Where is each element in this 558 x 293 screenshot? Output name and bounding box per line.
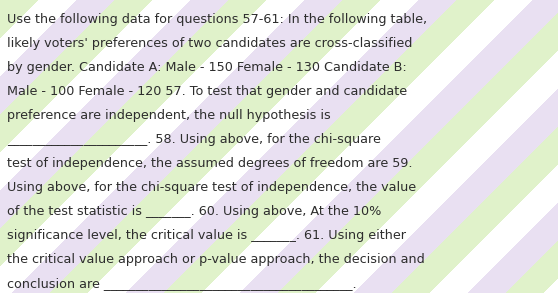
Text: Male - 100 Female - 120 57. To test that gender and candidate: Male - 100 Female - 120 57. To test that…: [7, 85, 407, 98]
Text: conclusion are _______________________________________.: conclusion are _________________________…: [7, 277, 357, 290]
Text: likely voters' preferences of two candidates are cross-classified: likely voters' preferences of two candid…: [7, 37, 412, 50]
Text: of the test statistic is _______. 60. Using above, At the 10%: of the test statistic is _______. 60. Us…: [7, 205, 382, 218]
Text: significance level, the critical value is _______. 61. Using either: significance level, the critical value i…: [7, 229, 406, 242]
Text: the critical value approach or p-value approach, the decision and: the critical value approach or p-value a…: [7, 253, 425, 266]
Text: ______________________. 58. Using above, for the chi-square: ______________________. 58. Using above,…: [7, 133, 381, 146]
Text: Using above, for the chi-square test of independence, the value: Using above, for the chi-square test of …: [7, 181, 416, 194]
Text: by gender. Candidate A: Male - 150 Female - 130 Candidate B:: by gender. Candidate A: Male - 150 Femal…: [7, 61, 407, 74]
Text: test of independence, the assumed degrees of freedom are 59.: test of independence, the assumed degree…: [7, 157, 413, 170]
Text: Use the following data for questions 57-61: In the following table,: Use the following data for questions 57-…: [7, 13, 427, 26]
Text: preference are independent, the null hypothesis is: preference are independent, the null hyp…: [7, 109, 331, 122]
